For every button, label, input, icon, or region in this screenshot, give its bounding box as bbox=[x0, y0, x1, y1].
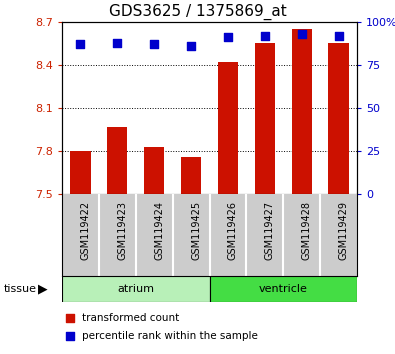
Text: percentile rank within the sample: percentile rank within the sample bbox=[82, 331, 258, 341]
Text: transformed count: transformed count bbox=[82, 313, 179, 322]
Bar bbox=[181, 157, 201, 194]
Text: GSM119422: GSM119422 bbox=[81, 201, 90, 260]
Point bbox=[67, 315, 73, 320]
Text: tissue: tissue bbox=[4, 284, 37, 294]
Point bbox=[151, 41, 157, 47]
Text: GSM119428: GSM119428 bbox=[302, 201, 312, 259]
Text: GSM119423: GSM119423 bbox=[117, 201, 127, 259]
Bar bbox=[209, 276, 357, 302]
Bar bbox=[328, 44, 349, 194]
Point bbox=[261, 33, 268, 39]
Text: GSM119429: GSM119429 bbox=[339, 201, 348, 259]
Text: GSM119427: GSM119427 bbox=[265, 201, 275, 260]
Text: GSM119425: GSM119425 bbox=[191, 201, 201, 260]
Point bbox=[114, 40, 120, 45]
Bar bbox=[107, 127, 128, 194]
Bar bbox=[292, 29, 312, 194]
Text: atrium: atrium bbox=[117, 284, 154, 294]
Bar bbox=[144, 147, 164, 194]
Text: GSM119424: GSM119424 bbox=[154, 201, 164, 259]
Bar bbox=[218, 62, 238, 194]
Point bbox=[299, 31, 305, 37]
Text: GSM119426: GSM119426 bbox=[228, 201, 238, 259]
Bar bbox=[255, 44, 275, 194]
Point bbox=[67, 333, 73, 339]
Point bbox=[225, 35, 231, 40]
Point bbox=[335, 33, 342, 39]
Text: ventricle: ventricle bbox=[259, 284, 308, 294]
Bar bbox=[70, 151, 90, 194]
Point bbox=[77, 41, 84, 47]
Text: ▶: ▶ bbox=[38, 282, 48, 296]
Text: GDS3625 / 1375869_at: GDS3625 / 1375869_at bbox=[109, 4, 286, 20]
Point bbox=[188, 43, 194, 49]
Bar bbox=[62, 276, 209, 302]
